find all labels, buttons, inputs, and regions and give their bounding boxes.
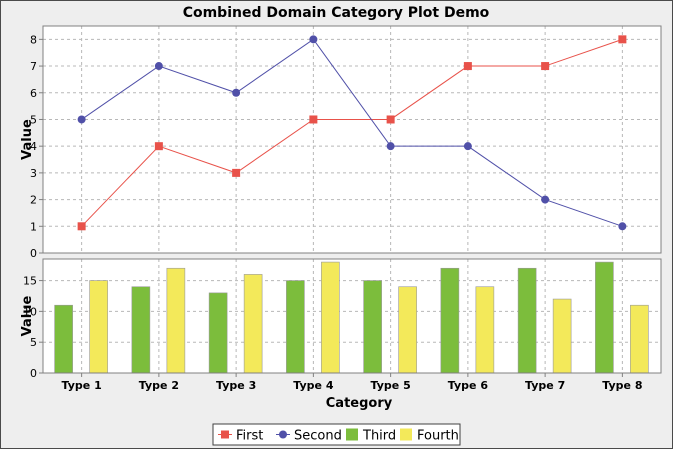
point-first [77,222,86,231]
point-second [154,62,163,71]
bar-fourth [398,286,417,374]
legend-marker-first [221,430,229,439]
bar-fourth [89,280,108,374]
y-tick-label: 5 [30,336,37,349]
plot-area [43,26,661,253]
legend-marker-second [279,430,287,439]
point-first [309,115,318,124]
bar-fourth [321,261,340,374]
point-second [463,142,472,151]
bar-fourth [630,304,649,374]
bar-third [363,280,382,374]
legend-label-first: First [236,429,263,444]
point-second [77,115,86,124]
legend-label-fourth: Fourth [417,429,459,444]
point-first [541,62,550,71]
point-second [232,88,241,97]
category-axis: Type 1 Type 2 Type 3 Type 4 Type 5 Type 6 Type… [62,373,642,392]
plot-border [42,25,662,254]
y-axis-label: Value [20,295,35,336]
y-tick-label: 5 [30,113,37,126]
bar-plot: 0 5 10 15 Value [20,258,662,380]
line-plot: 0 1 2 3 4 5 6 7 8 Value [20,25,662,260]
point-second [309,35,318,44]
y-tick-label: 10 [23,305,37,318]
bar-third [440,267,460,374]
y-tick-label: 8 [30,33,37,46]
legend-box [212,423,461,446]
series-line-first [81,38,623,227]
y-tick-label: 7 [30,60,37,73]
y-tick-label: 3 [30,167,37,180]
point-first [154,142,163,151]
point-first [386,115,395,124]
plot-border [42,258,662,374]
category-label: Type 5 [371,379,411,392]
category-label: Type 8 [602,379,642,392]
bar-fourth [243,274,263,374]
y-tick-label: 0 [30,247,37,260]
y-tick-label: 2 [30,194,37,207]
point-second [386,142,395,151]
y-tick-label: 1 [30,220,37,233]
legend: First Second Third Fourth [212,423,461,446]
bar-third [286,280,305,374]
y-tick-label: 15 [23,275,37,288]
chart-title: Combined Domain Category Plot Demo [183,5,490,21]
legend-label-second: Second [294,429,342,444]
legend-marker-fourth [400,428,412,441]
x-axis-label: Category [326,396,393,411]
category-label: Type 3 [216,379,256,392]
point-second [618,222,627,231]
bar-third [54,304,73,374]
bar-third [131,286,151,374]
bar-third [208,292,228,374]
bar-fourth [552,298,572,374]
legend-marker-third [346,428,358,441]
y-tick-label: 4 [30,140,37,153]
category-label: Type 6 [448,379,489,392]
point-second [541,195,550,204]
bar-third [517,267,537,374]
y-axis-label: Value [20,119,35,160]
bar-fourth [166,267,186,374]
category-label: Type 1 [62,379,102,392]
bar-third [595,261,614,374]
point-first [618,35,627,44]
point-first [463,62,472,71]
series-line-second [81,38,623,227]
y-tick-label: 6 [30,87,37,100]
legend-label-third: Third [362,429,396,444]
bar-fourth [475,286,495,374]
category-label: Type 4 [293,379,334,392]
category-label: Type 7 [525,379,565,392]
category-label: Type 2 [139,379,179,392]
point-first [232,168,241,177]
y-tick-label: 0 [30,367,37,380]
